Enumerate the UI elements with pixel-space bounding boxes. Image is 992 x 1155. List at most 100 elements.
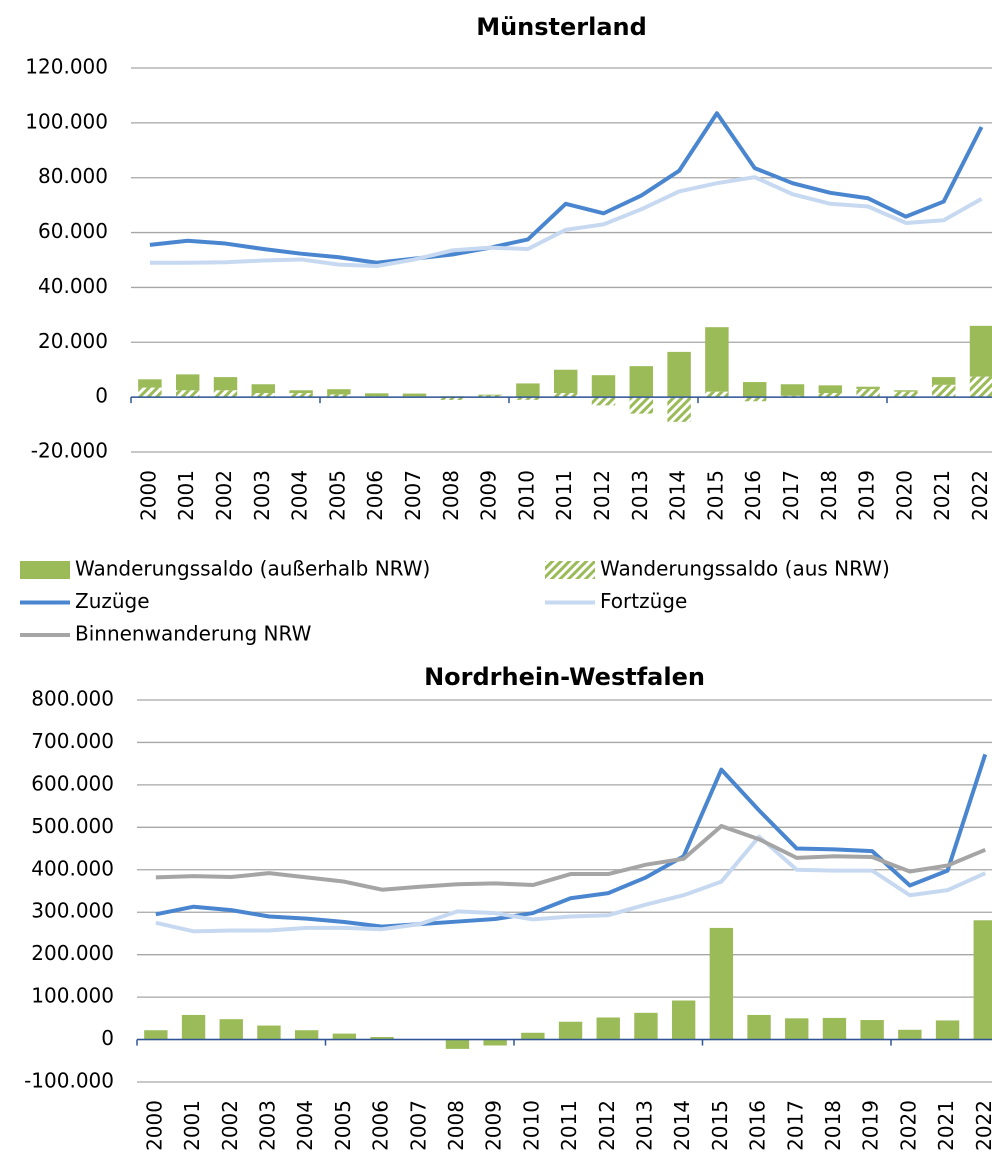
bar [521,1032,545,1040]
bar [213,390,238,398]
x-tick-label: 2014 [666,470,690,521]
x-tick-label: 2018 [817,470,841,521]
y-tick-label: 500.000 [31,814,114,838]
bar [175,390,200,398]
y-tick-label: -20.000 [31,439,108,463]
x-tick-label: 2017 [783,1100,807,1151]
x-tick-label: 2007 [406,1100,430,1151]
x-tick-label: 2015 [703,470,727,521]
line-series [149,111,984,265]
bar [553,393,578,398]
bar [516,397,540,400]
bar [257,1025,281,1040]
bar [898,1029,922,1040]
bar [747,1014,771,1040]
bar [629,397,654,414]
bar [175,374,200,391]
y-tick-label: 0 [95,384,108,408]
chart-title: Münsterland [476,13,647,41]
y-tick-label: 600.000 [31,771,114,795]
x-tick-label: 2010 [519,1100,543,1151]
y-tick-label: 100.000 [25,109,108,133]
y-tick-label: 100.000 [31,984,114,1008]
x-tick-label: 2005 [331,1100,355,1151]
legend-label: Binnenwanderung NRW [75,622,312,646]
bar [742,382,767,398]
y-tick-label: 20.000 [38,329,108,353]
bar [591,375,616,398]
bar [181,1014,206,1040]
x-tick-label: 2004 [288,470,312,521]
x-tick-label: 2004 [293,1100,317,1151]
bar [332,1033,357,1040]
x-tick-label: 2019 [859,1100,883,1151]
bar [860,1020,884,1040]
bar [818,385,843,394]
bar [634,1012,658,1040]
bar [370,1037,394,1040]
legend-label: Zuzüge [75,589,150,613]
bar [251,384,276,394]
bar [935,1020,960,1040]
bar [856,386,880,389]
x-tick-label: 2001 [174,470,198,521]
x-tick-label: 2008 [444,1100,468,1151]
x-tick-label: 2018 [821,1100,845,1151]
x-tick-label: 2001 [180,1100,204,1151]
bar [709,927,734,1040]
y-tick-label: -100.000 [24,1069,114,1093]
bar [289,390,313,394]
bar [327,394,351,398]
x-tick-label: 2012 [590,470,614,521]
chart-title: Nordrhein-Westfalen [424,663,705,691]
x-tick-label: 2002 [218,1100,242,1151]
y-tick-label: 700.000 [31,729,114,753]
x-tick-label: 2011 [552,470,576,521]
bar [931,377,956,385]
x-tick-label: 2016 [746,1100,770,1151]
bar [478,395,502,398]
x-tick-label: 2000 [136,470,160,521]
x-tick-label: 2020 [892,470,916,521]
x-tick-label: 2014 [670,1100,694,1151]
bar [629,366,654,398]
x-tick-label: 2019 [855,470,879,521]
bar [138,387,162,398]
bar [558,1021,583,1040]
bar [667,397,691,422]
y-tick-label: 120.000 [25,55,108,79]
x-tick-label: 2007 [401,470,425,521]
bar [144,1030,168,1040]
bar [742,397,767,402]
bar [251,393,276,398]
bar [785,1018,809,1040]
bar [219,1019,243,1040]
x-tick-label: 2008 [439,470,463,521]
y-tick-label: 300.000 [31,899,114,923]
line-series [149,175,983,269]
y-tick-label: 60.000 [38,219,108,243]
x-tick-label: 2011 [557,1100,581,1151]
bar [822,1017,847,1040]
x-tick-label: 2009 [482,1100,506,1151]
x-tick-label: 2010 [514,470,538,521]
line-series [155,753,988,929]
x-tick-label: 2013 [632,1100,656,1151]
bar [705,327,729,392]
x-tick-label: 2012 [595,1100,619,1151]
bar [591,397,616,406]
bar [671,1000,696,1040]
x-tick-label: 2009 [477,470,501,521]
bar [553,369,578,394]
x-tick-label: 2016 [741,470,765,521]
line-series [155,824,987,892]
bar [780,384,805,396]
bar [969,376,992,398]
bar [138,379,162,388]
bar [969,325,992,377]
y-tick-label: 80.000 [38,164,108,188]
x-tick-label: 2002 [212,470,236,521]
x-tick-label: 2006 [363,470,387,521]
bar [289,393,313,398]
